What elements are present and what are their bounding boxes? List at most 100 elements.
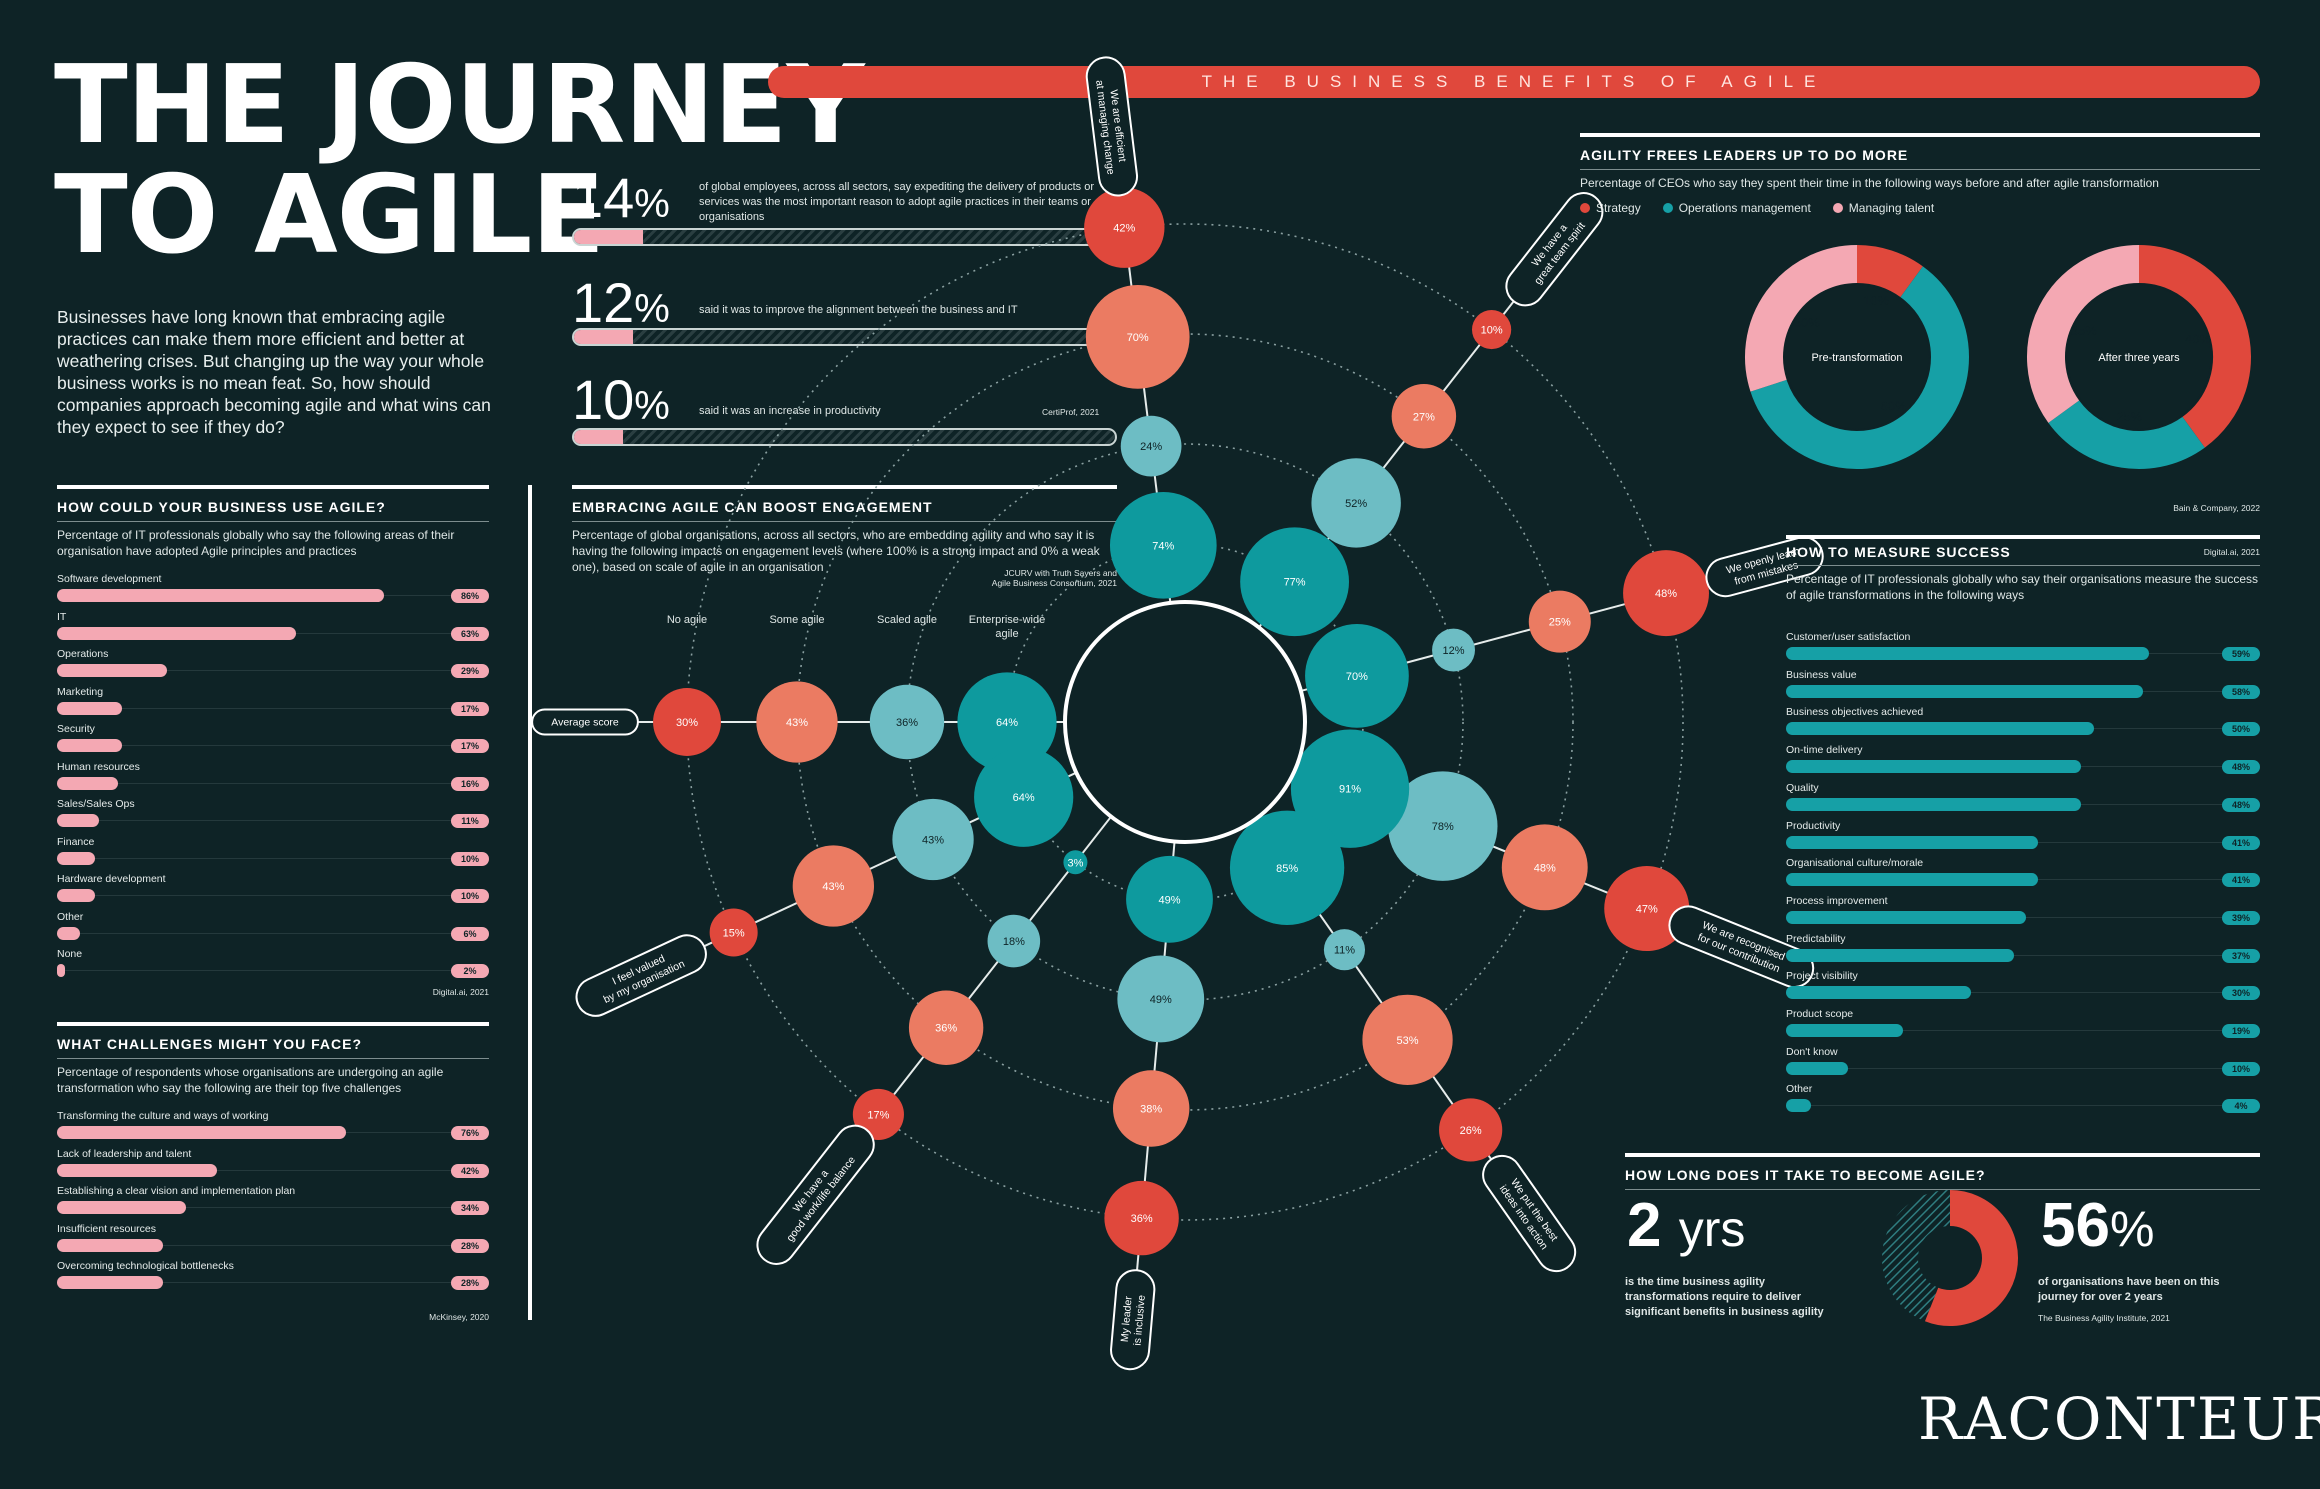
measure-label: Product scope bbox=[1786, 1008, 1854, 1020]
years-unit: yrs bbox=[1678, 1201, 1746, 1257]
measure-title: HOW TO MEASURE SUCCESS bbox=[1786, 544, 2011, 560]
years-text: is the time business agility transformat… bbox=[1625, 1276, 1824, 1318]
engagement-bubble bbox=[1084, 187, 1165, 268]
challenge-row: Lack of leadership and talent 42% bbox=[57, 1148, 489, 1186]
measure-row: Process improvement 39% bbox=[1786, 895, 2260, 933]
use-agile-value: 17% bbox=[451, 701, 489, 716]
challenge-track bbox=[57, 1169, 451, 1171]
use-agile-track bbox=[57, 820, 451, 821]
share-text: of organisations have been on this journ… bbox=[2038, 1276, 2220, 1303]
challenge-bar bbox=[57, 1163, 217, 1177]
bubble-label: 12% bbox=[1443, 645, 1465, 657]
challenges-title: WHAT CHALLENGES MIGHT YOU FACE? bbox=[57, 1036, 363, 1052]
challenge-value: 42% bbox=[451, 1163, 489, 1178]
measure-value: 41% bbox=[2222, 835, 2260, 850]
use-agile-track bbox=[57, 932, 451, 934]
measure-bar bbox=[1786, 910, 2026, 924]
measure-label: Predictability bbox=[1786, 932, 1846, 945]
bubble-label: 24% bbox=[1140, 441, 1162, 453]
use-agile-bar bbox=[57, 701, 122, 715]
measure-label: Process improvement bbox=[1786, 894, 1888, 907]
engagement-bubble bbox=[908, 990, 984, 1065]
donut-label: 60% bbox=[1880, 398, 1906, 413]
use-agile-label: Sales/Sales Ops bbox=[57, 798, 135, 810]
use-agile-bar bbox=[57, 776, 118, 790]
use-agile-label: Software development bbox=[57, 573, 162, 585]
level-label: Some agile bbox=[769, 614, 824, 626]
measure-row: Predictability 37% bbox=[1786, 933, 2260, 971]
donut-inner-ring bbox=[1784, 284, 1930, 430]
engagement-bubble bbox=[1109, 491, 1217, 599]
spoke-label-text: Average score bbox=[551, 717, 619, 729]
use-agile-row: None 2% bbox=[57, 948, 489, 986]
leaders-legend: Strategy Operations management Managing ta… bbox=[1580, 199, 1956, 217]
use-agile-label: Human resources bbox=[57, 760, 140, 773]
measure-row: Business value 58% bbox=[1786, 669, 2260, 707]
engagement-bubble bbox=[1623, 550, 1709, 637]
measure-value: 4% bbox=[2222, 1099, 2260, 1114]
how-long-rule bbox=[1625, 1153, 2260, 1157]
use-agile-bar bbox=[57, 626, 297, 640]
challenge-label: Establishing a clear vision and implemen… bbox=[57, 1185, 296, 1197]
measure-bar bbox=[1786, 1061, 1848, 1075]
measure-row: Product scope 19% bbox=[1786, 1008, 2260, 1046]
challenge-bar bbox=[57, 1126, 346, 1139]
measure-track bbox=[1786, 992, 2222, 994]
challenge-row: Insufficient resources 28% bbox=[57, 1223, 489, 1261]
bubble-label: 25% bbox=[1549, 617, 1571, 629]
use-agile-value: 16% bbox=[451, 776, 489, 791]
engagement-bubble bbox=[1229, 810, 1345, 925]
use-agile-bar bbox=[57, 589, 384, 602]
stat-source: CertiProf, 2021 bbox=[1042, 407, 1100, 417]
level-label: Enterprise-wide bbox=[969, 614, 1045, 626]
donut-segment bbox=[1856, 245, 1923, 298]
measure-row: Productivity 41% bbox=[1786, 820, 2260, 858]
bubble-label: 43% bbox=[822, 881, 844, 893]
use-agile-value: 86% bbox=[451, 589, 489, 603]
use-agile-row: Operations 29% bbox=[57, 648, 489, 686]
bubble-label: 10% bbox=[1481, 325, 1503, 337]
years-figure: 2 yrs bbox=[1627, 1195, 1745, 1260]
bubble-label: 91% bbox=[1339, 784, 1361, 796]
vertical-divider bbox=[528, 485, 532, 1320]
bubble-label: 42% bbox=[1113, 223, 1135, 235]
measure-bar bbox=[1786, 647, 2150, 660]
leaders-panel: AGILITY FREES LEADERS UP TO DO MORE Perc… bbox=[1580, 133, 2260, 513]
bubble-label: 36% bbox=[935, 1023, 957, 1035]
challenge-value: 28% bbox=[451, 1238, 489, 1253]
measure-row: Don't know 10% bbox=[1786, 1046, 2260, 1084]
use-agile-label: Marketing bbox=[57, 685, 104, 698]
stat-2-progress-fill bbox=[574, 330, 634, 344]
share-source: The Business Agility Institute, 2021 bbox=[2038, 1313, 2170, 1323]
engagement-bubble bbox=[1362, 994, 1453, 1085]
spoke-label-pill bbox=[1085, 56, 1139, 197]
spoke-label-pill bbox=[531, 708, 639, 736]
measure-value: 48% bbox=[2222, 797, 2260, 812]
spoke-label-pill bbox=[575, 934, 707, 1017]
measure-row: On-time delivery 48% bbox=[1786, 744, 2260, 782]
use-agile-track bbox=[57, 970, 451, 971]
how-long-title: HOW LONG DOES IT TAKE TO BECOME AGILE? bbox=[1625, 1167, 1986, 1183]
measure-sep bbox=[1786, 565, 2260, 566]
bubble-label: 36% bbox=[1131, 1213, 1153, 1225]
use-agile-track bbox=[57, 745, 451, 746]
measure-bar bbox=[1786, 1024, 1903, 1037]
bubble-label: 15% bbox=[723, 927, 745, 939]
donut-segment bbox=[1750, 266, 1969, 469]
use-agile-value: 2% bbox=[451, 964, 489, 978]
use-agile-bar bbox=[57, 739, 122, 752]
use-agile-rule bbox=[57, 485, 489, 489]
measure-subtitle: Percentage of IT professionals globally … bbox=[1786, 572, 2259, 602]
challenges-subtitle: Percentage of respondents whose organisa… bbox=[57, 1065, 444, 1095]
bubble-label: 48% bbox=[1534, 862, 1556, 874]
use-agile-bar bbox=[57, 926, 80, 940]
measure-bar bbox=[1786, 1099, 1811, 1113]
bubble-label: 77% bbox=[1284, 577, 1306, 589]
measure-label: Organisational culture/morale bbox=[1786, 857, 1924, 870]
challenge-bar bbox=[57, 1201, 187, 1214]
use-agile-bar bbox=[57, 664, 168, 677]
challenges-source: McKinsey, 2020 bbox=[429, 1312, 489, 1322]
spoke-label-pill bbox=[756, 1124, 875, 1265]
